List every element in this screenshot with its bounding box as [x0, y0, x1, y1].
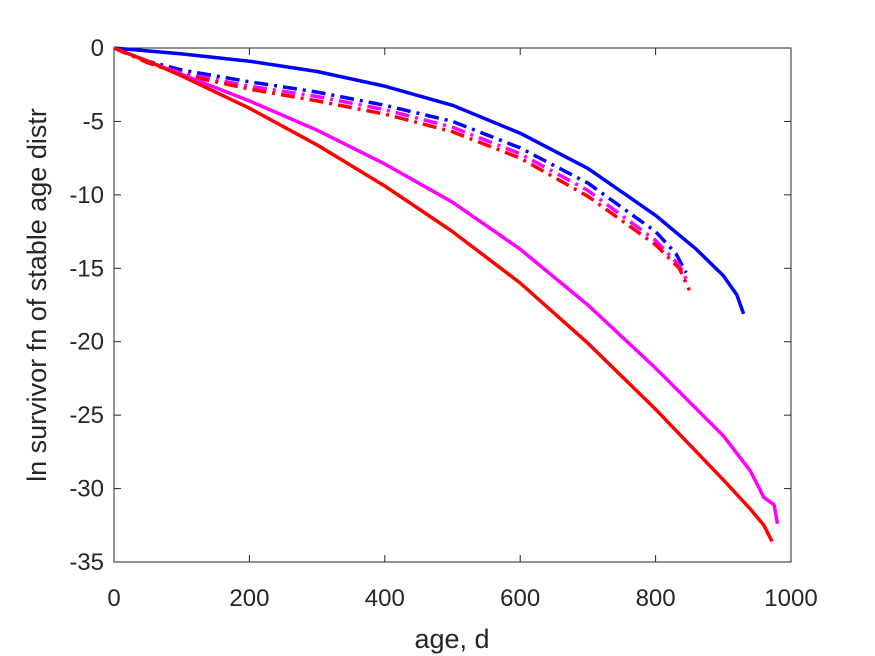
x-tick-label: 1000	[764, 585, 817, 612]
y-tick-label: -15	[69, 255, 104, 282]
x-tick-label: 400	[365, 585, 405, 612]
plot-area	[113, 47, 792, 563]
y-tick-label: -20	[69, 329, 104, 356]
y-tick-label: 0	[91, 35, 104, 62]
axis-ticks: 0 200 400 600 800 1000 0 -5 -10 -15 -20 -25 -30 -35	[69, 35, 817, 612]
series-lines	[113, 46, 780, 543]
y-axis-label: ln survivor fn of stable age distr	[22, 108, 52, 482]
series-line-2	[113, 46, 688, 274]
x-tick-label: 800	[636, 585, 676, 612]
y-tick-label: -25	[69, 402, 104, 429]
series-line-6	[113, 46, 774, 543]
x-tick-label: 0	[107, 585, 120, 612]
series-line-1	[113, 46, 746, 315]
series-line-5	[113, 46, 780, 525]
y-tick-label: -30	[69, 476, 104, 503]
y-tick-label: -35	[69, 549, 104, 576]
x-axis-label: age, d	[414, 624, 489, 654]
x-tick-label: 200	[229, 585, 269, 612]
x-tick-label: 600	[500, 585, 540, 612]
y-tick-label: -10	[69, 182, 104, 209]
y-tick-label: -5	[83, 108, 104, 135]
